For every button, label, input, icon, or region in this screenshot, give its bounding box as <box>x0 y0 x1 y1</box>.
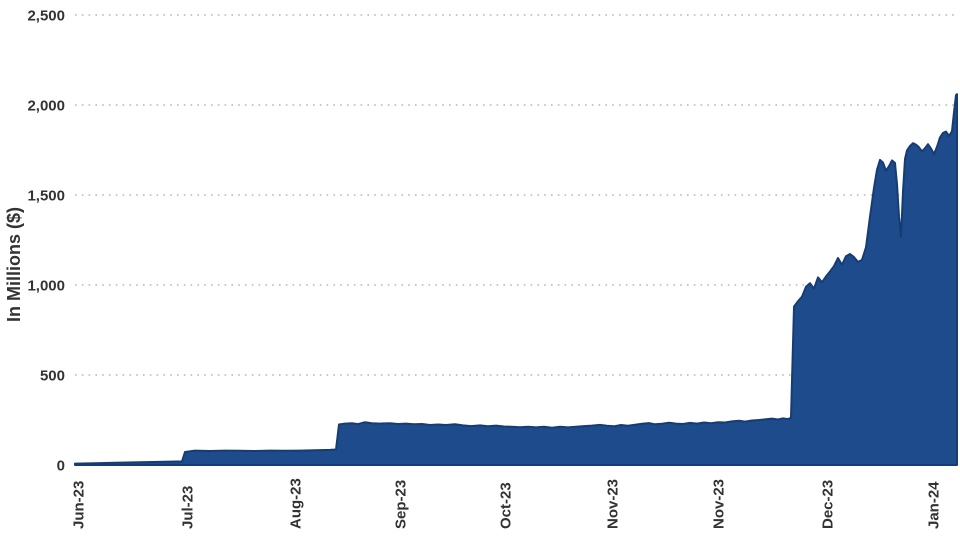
y-tick-label: 0 <box>57 458 65 475</box>
x-tick-label: Dec-23 <box>820 480 837 529</box>
y-axis-title: In Millions ($) <box>4 207 24 322</box>
y-tick-label: 2,000 <box>27 98 65 115</box>
x-axis-labels: Jun-23 Jul-23 Aug-23 Sep-23 Oct-23 Nov-23 Nov-… <box>71 478 943 529</box>
x-tick-label: Sep-23 <box>393 480 410 529</box>
y-tick-label: 1,000 <box>27 278 65 295</box>
y-axis-labels: 0 500 1,000 1,500 2,000 2,500 <box>27 8 65 475</box>
x-tick-label: Aug-23 <box>288 478 305 529</box>
x-tick-label: Oct-23 <box>498 482 515 529</box>
x-tick-label: Jan-24 <box>926 481 943 529</box>
x-tick-label: Nov-23 <box>711 479 728 529</box>
y-tick-label: 2,500 <box>27 8 65 25</box>
x-tick-label: Jul-23 <box>180 486 197 529</box>
y-tick-label: 500 <box>40 368 65 385</box>
y-tick-label: 1,500 <box>27 188 65 205</box>
x-tick-label: Nov-23 <box>605 479 622 529</box>
area-series <box>74 93 958 466</box>
x-tick-label: Jun-23 <box>71 481 88 529</box>
